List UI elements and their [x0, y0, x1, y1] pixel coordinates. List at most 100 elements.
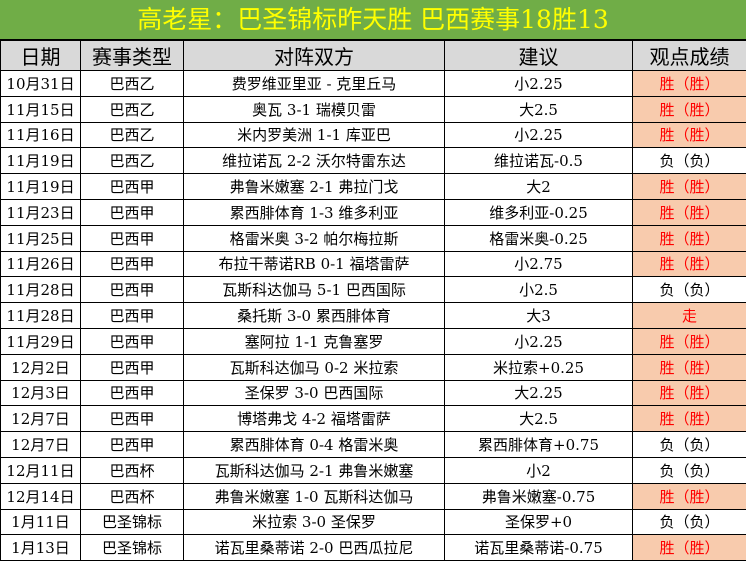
tip-cell: 大2 — [445, 174, 633, 200]
result-cell: 胜（胜） — [633, 406, 746, 432]
header-match: 对阵双方 — [184, 41, 445, 71]
match-cell: 累西腓体育 1-3 维多利亚 — [184, 199, 445, 225]
result-cell: 胜（胜） — [633, 122, 746, 148]
tip-cell: 小2.25 — [445, 328, 633, 354]
tip-cell: 大2.5 — [445, 96, 633, 122]
league-cell: 巴西甲 — [81, 406, 184, 432]
date-cell: 1月13日 — [1, 535, 81, 561]
league-cell: 巴西乙 — [81, 148, 184, 174]
date-cell: 10月31日 — [1, 71, 81, 97]
match-cell: 累西腓体育 0-4 格雷米奥 — [184, 432, 445, 458]
tip-cell: 小2.5 — [445, 277, 633, 303]
tip-cell: 大2.5 — [445, 406, 633, 432]
league-cell: 巴西甲 — [81, 328, 184, 354]
tip-cell: 累西腓体育+0.75 — [445, 432, 633, 458]
date-cell: 12月7日 — [1, 432, 81, 458]
date-cell: 12月3日 — [1, 380, 81, 406]
tip-cell: 米拉索+0.25 — [445, 354, 633, 380]
match-cell: 瓦斯科达伽马 5-1 巴西国际 — [184, 277, 445, 303]
match-cell: 奥瓦 3-1 瑞模贝雷 — [184, 96, 445, 122]
tip-cell: 大2.25 — [445, 380, 633, 406]
page-title: 高老星：巴圣锦标昨天胜 巴西赛事18胜13 — [0, 0, 746, 40]
result-cell: 胜（胜） — [633, 328, 746, 354]
result-cell: 负（负） — [633, 457, 746, 483]
result-cell: 胜（胜） — [633, 96, 746, 122]
tip-cell: 诺瓦里桑蒂诺-0.75 — [445, 535, 633, 561]
date-cell: 11月23日 — [1, 199, 81, 225]
league-cell: 巴西乙 — [81, 96, 184, 122]
results-table: 日期 赛事类型 对阵双方 建议 观点成绩 10月31日巴西乙费罗维亚里亚 - 克… — [0, 40, 746, 561]
league-cell: 巴圣锦标 — [81, 509, 184, 535]
tip-cell: 小2.25 — [445, 71, 633, 97]
league-cell: 巴西甲 — [81, 354, 184, 380]
result-cell: 胜（胜） — [633, 199, 746, 225]
header-row: 日期 赛事类型 对阵双方 建议 观点成绩 — [1, 41, 746, 71]
date-cell: 11月25日 — [1, 225, 81, 251]
header-result: 观点成绩 — [633, 41, 746, 71]
date-cell: 11月28日 — [1, 303, 81, 329]
match-cell: 塞阿拉 1-1 克鲁塞罗 — [184, 328, 445, 354]
league-cell: 巴西甲 — [81, 251, 184, 277]
league-cell: 巴西杯 — [81, 483, 184, 509]
league-cell: 巴西甲 — [81, 277, 184, 303]
match-cell: 瓦斯科达伽马 0-2 米拉索 — [184, 354, 445, 380]
header-league: 赛事类型 — [81, 41, 184, 71]
match-cell: 桑托斯 3-0 累西腓体育 — [184, 303, 445, 329]
tip-cell: 维多利亚-0.25 — [445, 199, 633, 225]
tip-cell: 小2.75 — [445, 251, 633, 277]
date-cell: 12月14日 — [1, 483, 81, 509]
match-cell: 圣保罗 3-0 巴西国际 — [184, 380, 445, 406]
result-cell: 胜（胜） — [633, 483, 746, 509]
tip-cell: 小2.25 — [445, 122, 633, 148]
date-cell: 11月19日 — [1, 174, 81, 200]
result-cell: 胜（胜） — [633, 225, 746, 251]
match-cell: 米内罗美洲 1-1 库亚巴 — [184, 122, 445, 148]
date-cell: 12月7日 — [1, 406, 81, 432]
match-cell: 布拉干蒂诺RB 0-1 福塔雷萨 — [184, 251, 445, 277]
tip-cell: 弗鲁米嫩塞-0.75 — [445, 483, 633, 509]
league-cell: 巴圣锦标 — [81, 535, 184, 561]
match-cell: 瓦斯科达伽马 2-1 弗鲁米嫩塞 — [184, 457, 445, 483]
date-cell: 12月2日 — [1, 354, 81, 380]
match-cell: 米拉索 3-0 圣保罗 — [184, 509, 445, 535]
league-cell: 巴西乙 — [81, 122, 184, 148]
result-cell: 胜（胜） — [633, 251, 746, 277]
league-cell: 巴西甲 — [81, 303, 184, 329]
result-cell: 负（负） — [633, 277, 746, 303]
date-cell: 11月15日 — [1, 96, 81, 122]
tip-cell: 小2 — [445, 457, 633, 483]
match-cell: 弗鲁米嫩塞 1-0 瓦斯科达伽马 — [184, 483, 445, 509]
match-cell: 弗鲁米嫩塞 2-1 弗拉门戈 — [184, 174, 445, 200]
result-cell: 走 — [633, 303, 746, 329]
result-cell: 胜（胜） — [633, 535, 746, 561]
result-cell: 胜（胜） — [633, 380, 746, 406]
date-cell: 11月26日 — [1, 251, 81, 277]
header-tip: 建议 — [445, 41, 633, 71]
match-cell: 格雷米奥 3-2 帕尔梅拉斯 — [184, 225, 445, 251]
date-cell: 11月16日 — [1, 122, 81, 148]
result-cell: 负（负） — [633, 509, 746, 535]
date-cell: 11月19日 — [1, 148, 81, 174]
league-cell: 巴西甲 — [81, 380, 184, 406]
tip-cell: 圣保罗+0 — [445, 509, 633, 535]
date-cell: 11月29日 — [1, 328, 81, 354]
date-cell: 1月11日 — [1, 509, 81, 535]
result-cell: 胜（胜） — [633, 174, 746, 200]
tip-cell: 大3 — [445, 303, 633, 329]
result-cell: 胜（胜） — [633, 354, 746, 380]
tip-cell: 维拉诺瓦-0.5 — [445, 148, 633, 174]
